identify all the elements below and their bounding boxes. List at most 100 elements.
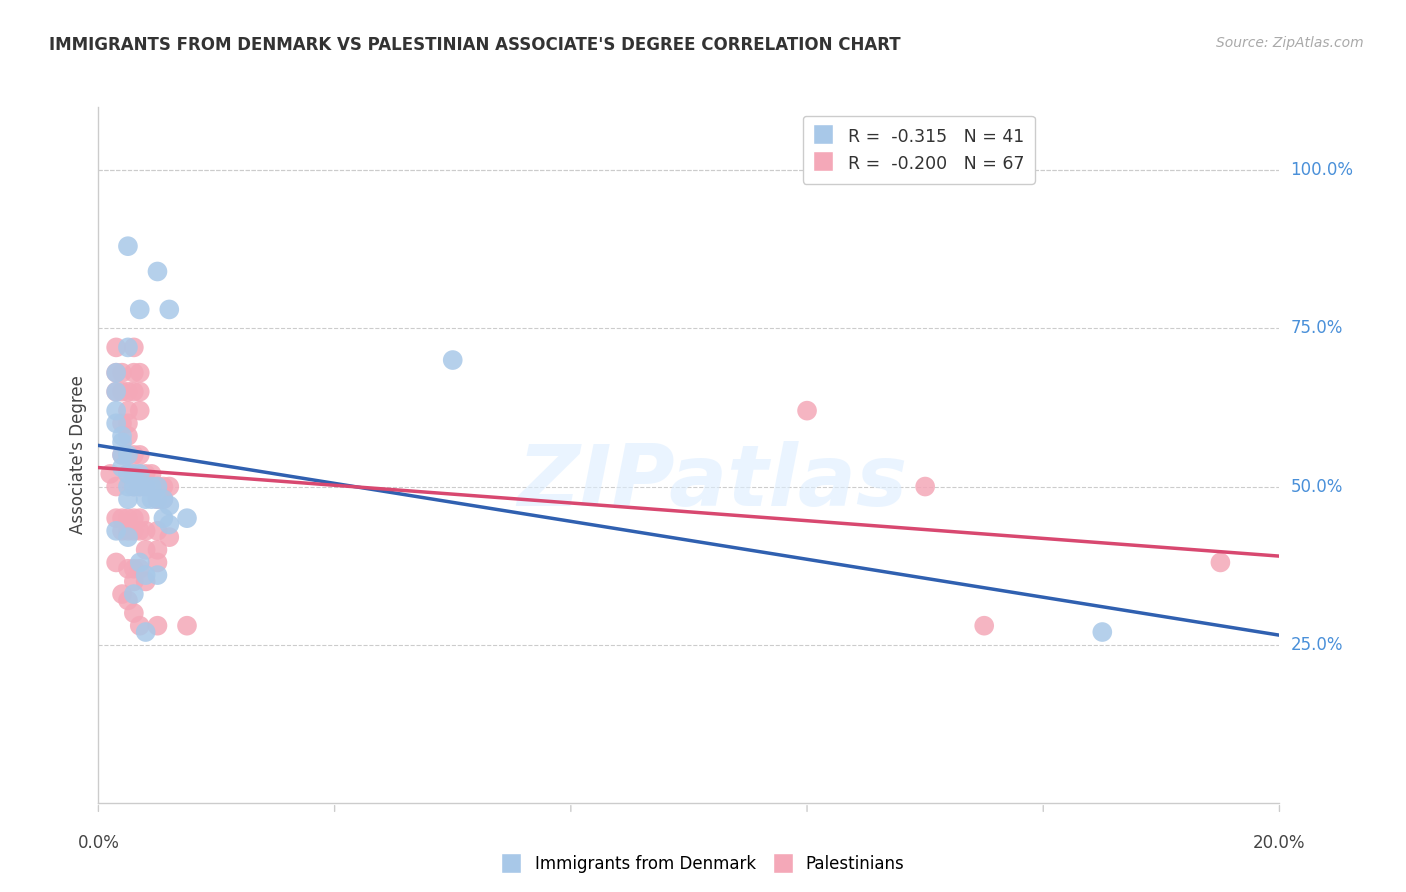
Point [157, 499, 180, 513]
Point [146, 492, 169, 507]
Point [105, 366, 128, 380]
Point [441, 353, 464, 368]
Point [117, 340, 139, 354]
Point [128, 302, 150, 317]
Point [111, 429, 134, 443]
Point [122, 340, 145, 354]
Point [128, 467, 150, 481]
Point [111, 435, 134, 450]
Point [111, 448, 134, 462]
Point [128, 366, 150, 380]
Point [141, 467, 163, 481]
Point [146, 524, 169, 538]
Point [105, 384, 128, 399]
Point [157, 479, 180, 493]
Point [152, 492, 174, 507]
Point [128, 403, 150, 417]
Point [122, 606, 145, 620]
Point [105, 479, 128, 493]
Point [128, 467, 150, 481]
Point [141, 479, 163, 493]
Point [117, 593, 139, 607]
Point [135, 479, 157, 493]
Point [135, 568, 157, 582]
Point [135, 574, 157, 589]
Point [157, 530, 180, 544]
Point [122, 366, 145, 380]
Point [111, 587, 134, 601]
Point [146, 492, 169, 507]
Point [105, 511, 128, 525]
Point [105, 524, 128, 538]
Point [796, 403, 818, 417]
Point [176, 511, 198, 525]
Legend: R =  -0.315   N = 41, R =  -0.200   N = 67: R = -0.315 N = 41, R = -0.200 N = 67 [803, 116, 1035, 184]
Point [105, 340, 128, 354]
Point [122, 511, 145, 525]
Point [914, 479, 936, 493]
Point [122, 384, 145, 399]
Point [117, 479, 139, 493]
Point [146, 568, 169, 582]
Point [117, 562, 139, 576]
Point [146, 479, 169, 493]
Point [157, 302, 180, 317]
Point [152, 492, 174, 507]
Y-axis label: Associate's Degree: Associate's Degree [69, 376, 87, 534]
Point [135, 467, 157, 481]
Point [122, 479, 145, 493]
Point [117, 429, 139, 443]
Point [128, 479, 150, 493]
Text: 50.0%: 50.0% [1291, 477, 1343, 496]
Point [146, 542, 169, 557]
Point [122, 479, 145, 493]
Point [122, 574, 145, 589]
Text: 20.0%: 20.0% [1253, 834, 1306, 852]
Point [152, 511, 174, 525]
Point [117, 492, 139, 507]
Point [117, 511, 139, 525]
Point [105, 403, 128, 417]
Point [1091, 625, 1114, 640]
Point [122, 467, 145, 481]
Point [135, 542, 157, 557]
Point [111, 366, 134, 380]
Text: 100.0%: 100.0% [1291, 161, 1354, 179]
Point [128, 618, 150, 632]
Point [135, 492, 157, 507]
Point [117, 524, 139, 538]
Point [117, 417, 139, 431]
Point [117, 448, 139, 462]
Point [122, 562, 145, 576]
Point [152, 479, 174, 493]
Point [117, 403, 139, 417]
Point [146, 479, 169, 493]
Point [128, 556, 150, 570]
Point [122, 524, 145, 538]
Point [105, 366, 128, 380]
Point [146, 264, 169, 278]
Point [146, 618, 169, 632]
Point [135, 625, 157, 640]
Point [135, 524, 157, 538]
Point [111, 511, 134, 525]
Point [105, 417, 128, 431]
Point [141, 479, 163, 493]
Point [128, 524, 150, 538]
Point [98, 467, 121, 481]
Point [111, 460, 134, 475]
Point [128, 384, 150, 399]
Point [111, 384, 134, 399]
Point [973, 618, 995, 632]
Point [135, 479, 157, 493]
Text: 25.0%: 25.0% [1291, 636, 1343, 654]
Point [176, 618, 198, 632]
Text: 75.0%: 75.0% [1291, 319, 1343, 337]
Point [111, 448, 134, 462]
Legend: Immigrants from Denmark, Palestinians: Immigrants from Denmark, Palestinians [495, 848, 911, 880]
Point [157, 517, 180, 532]
Point [105, 384, 128, 399]
Point [128, 448, 150, 462]
Point [128, 562, 150, 576]
Text: 0.0%: 0.0% [77, 834, 120, 852]
